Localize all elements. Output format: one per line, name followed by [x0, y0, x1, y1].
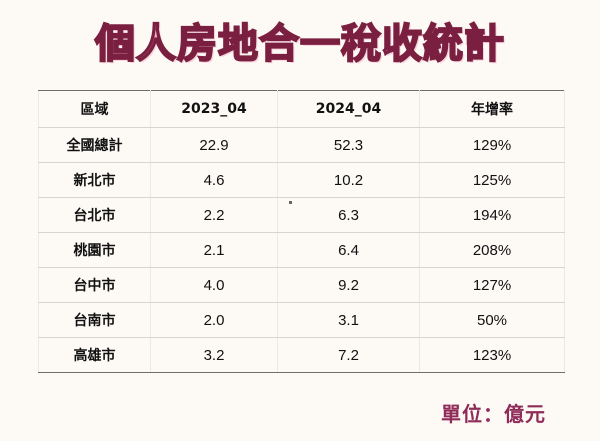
table-header-row: 區域 2023_04 2024_04 年增率 — [38, 90, 565, 128]
growth-rate-cell: 50% — [419, 302, 565, 338]
value-2024-cell: 6.4 — [277, 232, 420, 268]
page-title: 個人房地合一稅收統計 — [94, 20, 505, 68]
growth-rate-cell: 194% — [419, 197, 565, 233]
table-row: 台北市 2.2 6.3 194% — [38, 197, 565, 233]
header-region: 區域 — [38, 90, 151, 128]
growth-rate-cell: 125% — [419, 162, 565, 198]
value-2023-cell: 4.0 — [150, 267, 278, 303]
stray-dot-mark — [289, 201, 292, 204]
growth-rate-cell: 208% — [419, 232, 565, 268]
value-2024-cell: 6.3 — [277, 197, 420, 233]
value-2024-cell: 10.2 — [277, 162, 420, 198]
region-cell: 台北市 — [38, 197, 151, 233]
table-row: 高雄市 3.2 7.2 123% — [38, 337, 565, 373]
value-2023-cell: 2.0 — [150, 302, 278, 338]
header-2024-04: 2024_04 — [277, 90, 420, 128]
unit-label: 單位：億元 — [441, 402, 546, 426]
header-2023-04: 2023_04 — [150, 90, 278, 128]
tax-statistics-table: 區域 2023_04 2024_04 年增率 全國總計 22.9 52.3 12… — [38, 90, 565, 373]
value-2023-cell: 22.9 — [150, 127, 278, 163]
table-row: 全國總計 22.9 52.3 129% — [38, 127, 565, 163]
table-row: 台中市 4.0 9.2 127% — [38, 267, 565, 303]
region-cell: 台南市 — [38, 302, 151, 338]
growth-rate-cell: 123% — [419, 337, 565, 373]
region-cell: 全國總計 — [38, 127, 151, 163]
value-2023-cell: 2.1 — [150, 232, 278, 268]
value-2024-cell: 52.3 — [277, 127, 420, 163]
value-2023-cell: 2.2 — [150, 197, 278, 233]
growth-rate-cell: 127% — [419, 267, 565, 303]
region-cell: 新北市 — [38, 162, 151, 198]
value-2024-cell: 3.1 — [277, 302, 420, 338]
growth-rate-cell: 129% — [419, 127, 565, 163]
table-row: 台南市 2.0 3.1 50% — [38, 302, 565, 338]
region-cell: 桃園市 — [38, 232, 151, 268]
region-cell: 高雄市 — [38, 337, 151, 373]
region-cell: 台中市 — [38, 267, 151, 303]
table-row: 桃園市 2.1 6.4 208% — [38, 232, 565, 268]
header-growth-rate: 年增率 — [419, 90, 565, 128]
value-2024-cell: 9.2 — [277, 267, 420, 303]
value-2024-cell: 7.2 — [277, 337, 420, 373]
value-2023-cell: 4.6 — [150, 162, 278, 198]
table-row: 新北市 4.6 10.2 125% — [38, 162, 565, 198]
value-2023-cell: 3.2 — [150, 337, 278, 373]
